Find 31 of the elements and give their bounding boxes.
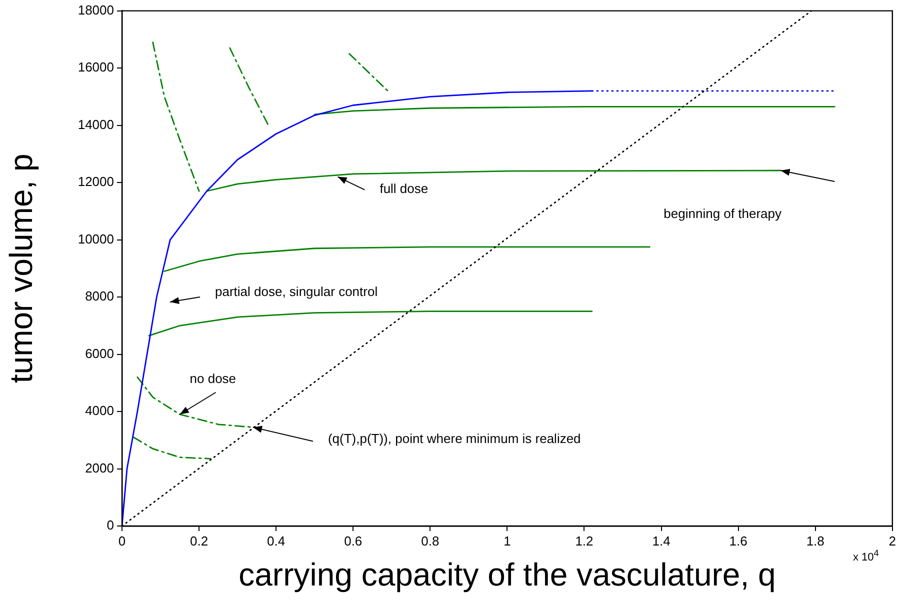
annotation: partial dose, singular control (215, 284, 378, 299)
y-tick-label: 6000 (85, 346, 114, 361)
y-tick-label: 4000 (85, 403, 114, 418)
x-tick-label: 1.4 (652, 533, 670, 548)
text: x 10$^{4}$ (853, 548, 879, 564)
y-tick-label: 2000 (85, 460, 114, 476)
x-tick-label: 0.2 (190, 533, 208, 548)
annotation: (q(T),p(T)), point where minimum is realized (328, 431, 581, 446)
y-tick-label: 10000 (78, 231, 114, 246)
x-tick-label: 1.2 (575, 533, 594, 548)
annotation: full dose (380, 180, 428, 196)
line-series (152, 42, 200, 192)
x-tick-label: 1 (504, 533, 511, 548)
y-tick-label: 14000 (78, 116, 114, 132)
x-tick-label: 2 (888, 533, 896, 548)
x-tick-label: 0.6 (344, 533, 362, 548)
x-tick-label: 0.8 (421, 533, 440, 548)
y-tick-label: 12000 (78, 174, 114, 190)
annotation: no dose (190, 371, 236, 386)
line-series (132, 436, 212, 460)
x-tick-label: 1.8 (806, 533, 824, 548)
y-axis-title: tumor volume, p (3, 154, 40, 384)
y-tick-label: 0 (106, 518, 114, 533)
x-axis-title: carrying capacity of the vasculature, q (238, 556, 776, 593)
y-tick-label: 18000 (78, 2, 114, 18)
y-tick-label: 16000 (78, 60, 114, 75)
x-tick-label: 0.4 (267, 533, 286, 548)
x-tick-label: 0 (118, 533, 126, 548)
annotation: beginning of therapy (664, 206, 782, 220)
x-tick-label: 1.6 (729, 533, 748, 548)
y-tick-label: 8000 (85, 288, 114, 304)
